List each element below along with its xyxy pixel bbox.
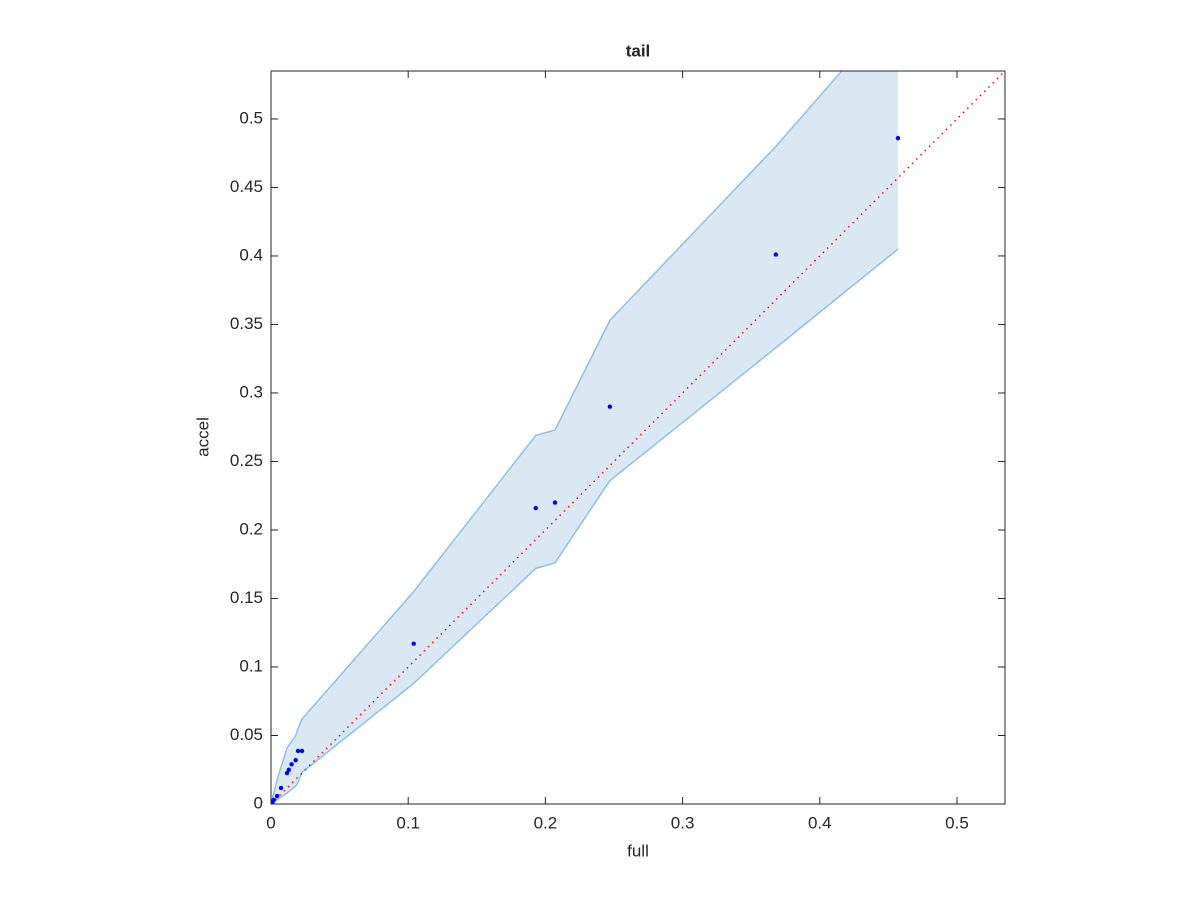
point — [607, 404, 613, 409]
point — [299, 748, 305, 754]
y-tick-label: 0.25 — [230, 451, 263, 470]
x-tick-label: 0.1 — [396, 813, 420, 832]
point — [773, 252, 779, 257]
point — [274, 793, 280, 799]
y-tick-label: 0.2 — [239, 519, 263, 538]
point — [295, 748, 301, 754]
point — [895, 135, 901, 141]
x-tick-label: 0.5 — [945, 813, 969, 832]
band-upper — [271, 71, 843, 804]
x-tick-label: 0.3 — [671, 813, 695, 832]
point — [289, 762, 294, 767]
point — [552, 500, 558, 505]
point — [533, 505, 538, 511]
y-tick-label: 0.45 — [230, 177, 263, 196]
reference-line — [271, 71, 1005, 804]
y-tick-label: 0 — [254, 793, 263, 812]
y-tick-label: 0.1 — [239, 656, 263, 675]
y-tick-label: 0.4 — [239, 245, 263, 264]
point — [284, 770, 290, 776]
x-axis-label: full — [627, 841, 649, 860]
y-tick-label: 0.35 — [230, 314, 263, 333]
y-tick-label: 0.3 — [239, 382, 263, 401]
y-axis-label: accel — [193, 417, 212, 457]
plot-area — [271, 71, 1005, 804]
point — [278, 785, 284, 791]
x-tick-label: 0 — [266, 813, 275, 832]
band-area — [271, 71, 898, 804]
point — [286, 767, 292, 772]
point — [411, 641, 416, 646]
point — [293, 757, 298, 763]
point — [271, 797, 276, 803]
band-lower — [271, 248, 899, 804]
y-tick-label: 0.15 — [230, 588, 263, 607]
y-tick-label: 0.05 — [230, 725, 263, 744]
x-tick-label: 0.4 — [808, 813, 832, 832]
chart-title: tail — [626, 41, 651, 60]
axes-box — [270, 70, 1006, 805]
x-tick-label: 0.2 — [534, 813, 558, 832]
y-tick-label: 0.5 — [239, 108, 263, 127]
